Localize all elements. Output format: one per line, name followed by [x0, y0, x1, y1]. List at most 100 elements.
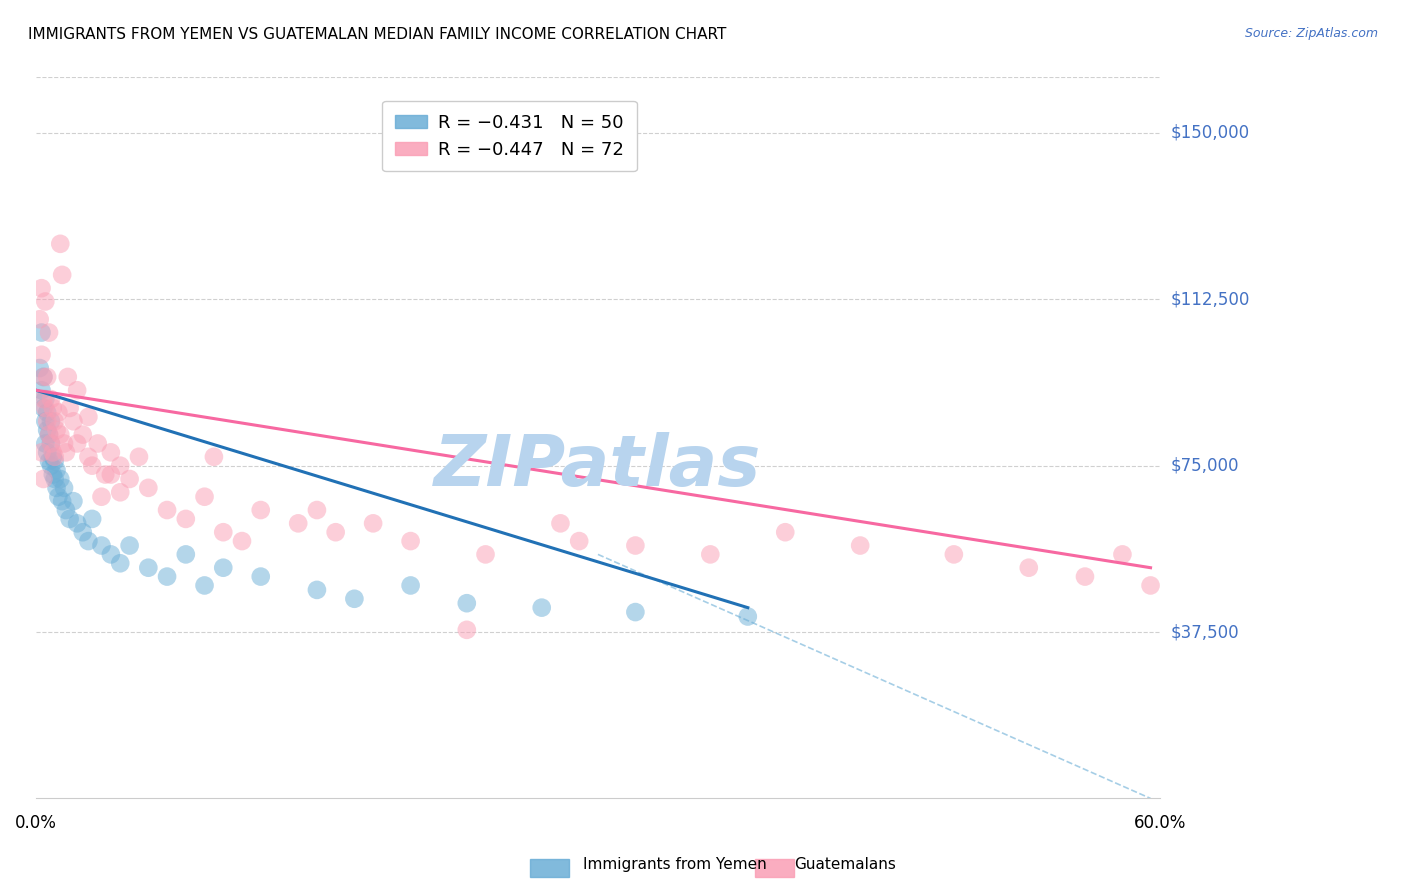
Point [94, 467, 117, 482]
Point [55, 503, 77, 517]
Point [34, 414, 56, 428]
Point [100, 548, 122, 562]
Point [361, 516, 384, 531]
Point [49, 427, 72, 442]
Point [48, 490, 70, 504]
Point [39, 392, 62, 406]
Point [1018, 560, 1040, 574]
Point [45, 423, 67, 437]
Point [44, 472, 66, 486]
Point [568, 534, 591, 549]
Point [51, 268, 73, 282]
Point [44, 414, 66, 428]
Point [305, 582, 328, 597]
Text: $112,500: $112,500 [1171, 290, 1250, 309]
Point [34, 294, 56, 309]
Point [474, 548, 496, 562]
Point [87, 436, 110, 450]
Point [31, 326, 53, 340]
Point [62, 494, 84, 508]
Point [156, 503, 179, 517]
Point [59, 512, 82, 526]
Point [51, 494, 73, 508]
Point [737, 609, 759, 624]
Point [39, 436, 62, 450]
Point [34, 392, 56, 406]
Point [1074, 569, 1097, 583]
Point [42, 445, 65, 459]
Point [287, 516, 309, 531]
Point [34, 436, 56, 450]
Point [62, 414, 84, 428]
Point [193, 490, 215, 504]
Point [56, 370, 79, 384]
Point [90, 490, 112, 504]
Point [45, 481, 67, 495]
Point [28, 312, 51, 326]
Point [53, 481, 76, 495]
Text: $150,000: $150,000 [1171, 124, 1250, 142]
Point [31, 383, 53, 397]
Point [231, 534, 253, 549]
Point [849, 539, 872, 553]
Point [624, 539, 647, 553]
Text: Immigrants from Yemen: Immigrants from Yemen [583, 857, 768, 872]
Point [399, 578, 422, 592]
Point [100, 445, 122, 459]
Point [174, 512, 197, 526]
Point [59, 401, 82, 415]
Point [942, 548, 965, 562]
Point [37, 445, 59, 459]
Point [37, 414, 59, 428]
Point [39, 436, 62, 450]
Point [624, 605, 647, 619]
Point [31, 348, 53, 362]
Point [77, 534, 100, 549]
Point [174, 548, 197, 562]
Point [38, 454, 60, 468]
Point [456, 596, 478, 610]
Point [39, 414, 62, 428]
Point [38, 427, 60, 442]
Point [72, 427, 94, 442]
Point [31, 445, 53, 459]
Point [66, 383, 89, 397]
Point [118, 472, 141, 486]
Point [53, 436, 76, 450]
Point [39, 458, 62, 473]
Point [82, 458, 104, 473]
Point [42, 401, 65, 415]
Point [44, 450, 66, 464]
Point [110, 458, 132, 473]
Point [90, 539, 112, 553]
Point [37, 423, 59, 437]
Text: $75,000: $75,000 [1171, 457, 1240, 475]
Point [49, 472, 72, 486]
Point [32, 472, 55, 486]
Point [110, 556, 132, 570]
Point [456, 623, 478, 637]
Point [138, 560, 160, 574]
Point [212, 560, 235, 574]
Point [32, 370, 55, 384]
Point [212, 525, 235, 540]
Point [77, 450, 100, 464]
Point [110, 485, 132, 500]
Text: Guatemalans: Guatemalans [794, 857, 896, 872]
Point [138, 481, 160, 495]
Point [55, 445, 77, 459]
Point [550, 516, 572, 531]
Point [399, 534, 422, 549]
Point [42, 450, 65, 464]
Point [32, 370, 55, 384]
Point [28, 361, 51, 376]
Point [100, 467, 122, 482]
Point [44, 454, 66, 468]
Point [305, 503, 328, 517]
Legend: R = −0.431   N = 50, R = −0.447   N = 72: R = −0.431 N = 50, R = −0.447 N = 72 [382, 101, 637, 171]
Point [699, 548, 721, 562]
Point [38, 427, 60, 442]
Point [118, 539, 141, 553]
Point [49, 236, 72, 251]
Point [72, 525, 94, 540]
